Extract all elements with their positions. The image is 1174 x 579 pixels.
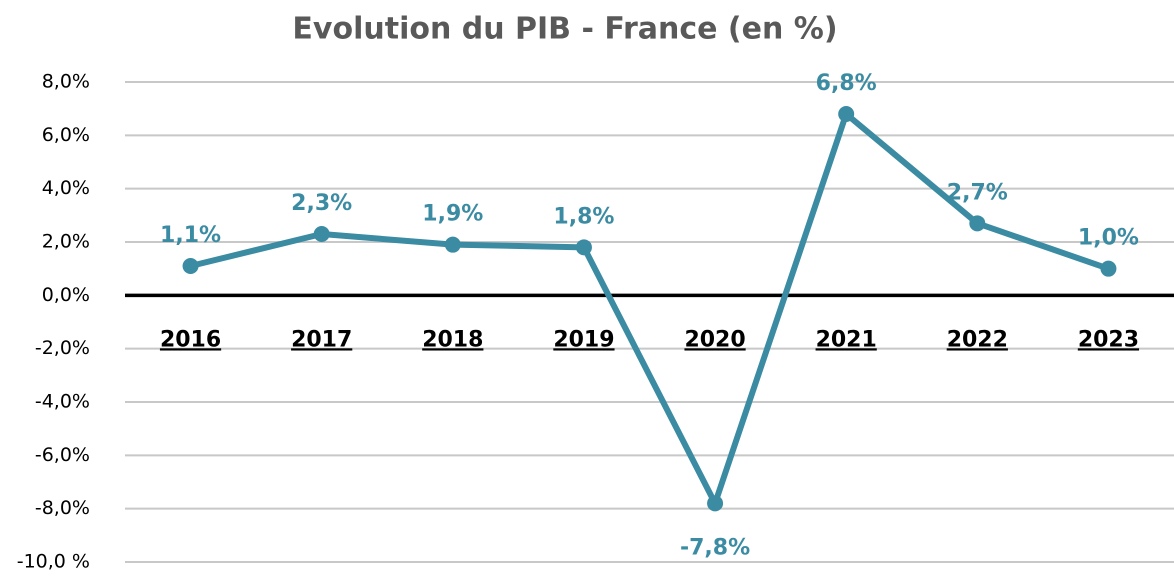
x-tick-label: 2017 [291,327,352,352]
data-point [444,236,461,253]
data-label: 2,3% [291,191,352,216]
data-point [838,106,855,122]
y-tick-label: 8,0% [42,71,90,93]
data-point [969,215,986,232]
data-label: 1,8% [553,204,614,229]
data-label: 1,0% [1078,226,1139,251]
x-tick-label: 2022 [947,327,1008,352]
y-tick-label: 4,0% [42,177,90,199]
y-tick-label: -10,0 % [17,551,90,573]
data-label: -7,8% [680,535,750,560]
data-label: 6,8% [816,71,877,96]
y-tick-label: -8,0% [35,497,90,519]
y-tick-label: -4,0% [35,391,90,413]
data-point [575,239,592,256]
data-label: 1,9% [422,202,483,227]
x-tick-label: 2021 [816,327,877,352]
data-line [189,111,1110,507]
x-tick-label: 2023 [1078,327,1139,352]
x-tick-label: 2020 [684,327,745,352]
x-tick-label: 2019 [553,327,614,352]
y-tick-label: -2,0% [35,337,90,359]
y-tick-label: 2,0% [42,231,90,253]
y-tick-label: 6,0% [42,124,90,146]
data-point [1100,260,1117,277]
data-point [707,495,724,512]
y-tick-label: -6,0% [35,444,90,466]
data-label: 2,7% [947,180,1008,205]
x-tick-label: 2018 [422,327,483,352]
x-tick-label: 2016 [160,327,221,352]
data-point [182,258,199,274]
y-tick-label: 0,0% [42,284,90,306]
data-point [313,226,330,242]
data-label: 1,1% [160,223,221,248]
chart-title: Evolution du PIB - France (en %) [292,12,837,47]
